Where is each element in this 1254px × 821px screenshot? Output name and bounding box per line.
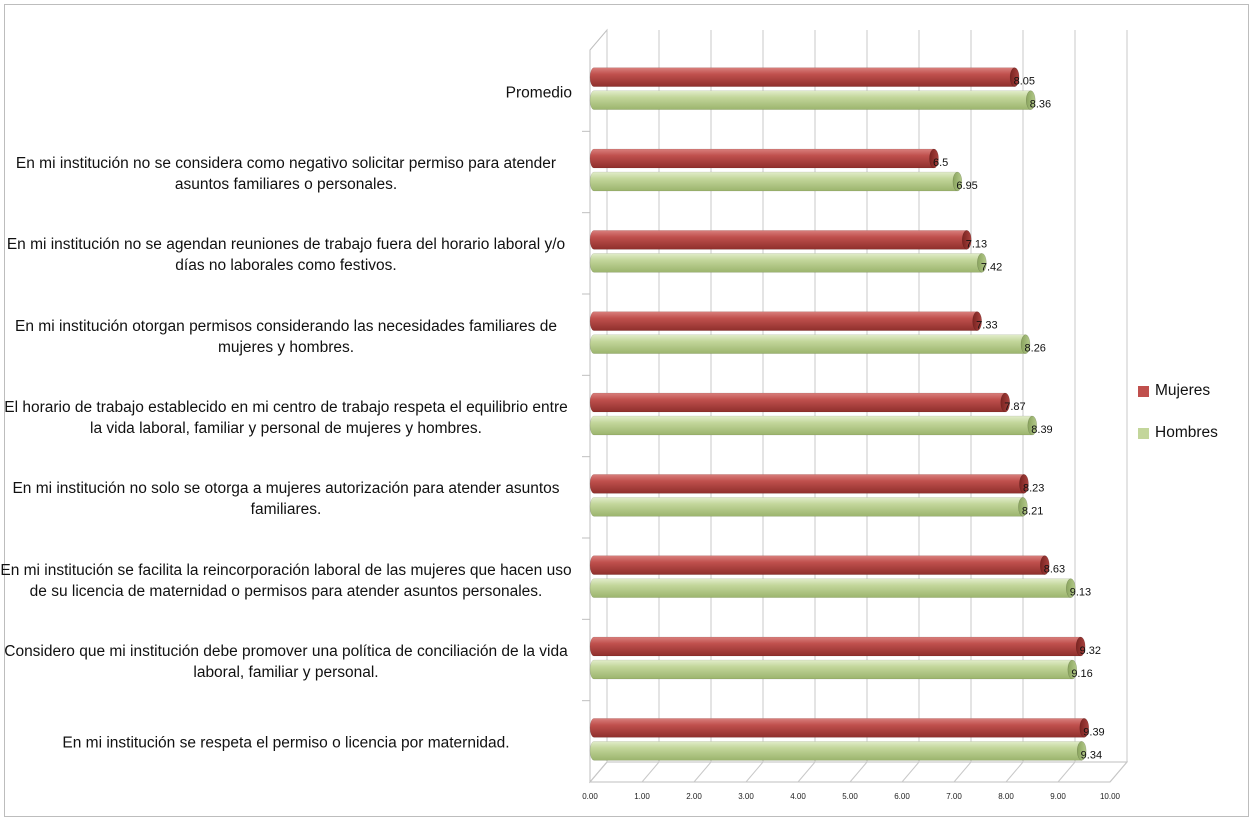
legend-label-hombres: Hombres <box>1155 424 1218 441</box>
legend: Mujeres Hombres <box>1138 380 1218 464</box>
x-tick-label: 8.00 <box>998 792 1014 801</box>
bar-hombres <box>589 578 1072 598</box>
bar-cap-mujeres <box>1040 555 1050 575</box>
category-label: Considero que mi institución debe promov… <box>4 643 568 681</box>
value-label-hombres: 8.36 <box>1030 99 1051 111</box>
bar-hombres <box>589 334 1026 354</box>
bar-layer <box>589 67 1090 761</box>
bar-cap-mujeres <box>929 148 939 169</box>
floor-gridline <box>901 761 920 783</box>
legend-label-mujeres: Mujeres <box>1155 382 1211 399</box>
value-label-mujeres: 8.63 <box>1044 564 1065 576</box>
bar-cap-mujeres <box>1075 636 1086 657</box>
x-tick-label: 2.00 <box>686 792 702 801</box>
value-label-mujeres: 7.33 <box>976 320 997 332</box>
floor-gridline <box>953 761 972 783</box>
x-tick-label: 9.00 <box>1050 792 1066 801</box>
floor-gridline <box>1109 761 1128 783</box>
value-label-mujeres: 8.05 <box>1014 76 1035 88</box>
x-tick-label: 4.00 <box>790 792 806 801</box>
floor-gridline <box>589 761 608 783</box>
x-tick-label: 10.00 <box>1100 792 1121 801</box>
bar-cap-hombres <box>1018 497 1028 517</box>
category-label: En mi institución no se agendan reunione… <box>6 236 566 275</box>
category-label: En mi institución no solo se otorga a mu… <box>12 480 560 519</box>
bar-mujeres <box>589 67 1015 87</box>
value-label-hombres: 6.95 <box>956 180 977 192</box>
bar-cap-hombres <box>1020 334 1031 354</box>
bar-cap-hombres <box>977 253 987 273</box>
value-label-hombres: 8.39 <box>1031 424 1052 436</box>
floor-gridline <box>641 761 660 783</box>
floor-gridline <box>1057 761 1076 783</box>
bar-cap-mujeres <box>1009 67 1020 87</box>
bar-mujeres <box>589 636 1081 657</box>
category-label: Promedio <box>505 84 572 102</box>
text-layer: 0.00 1.00 2.00 3.00 4.00 5.00 6.00 7.00 8.00 9.00… <box>582 76 1120 801</box>
value-label-hombres: 9.34 <box>1081 749 1102 761</box>
floor-gridline <box>1005 761 1024 783</box>
x-tick-label: 5.00 <box>842 792 858 801</box>
value-label-mujeres: 9.32 <box>1080 645 1101 657</box>
bar-cap-hombres <box>1066 578 1076 598</box>
bar-cap-mujeres <box>962 230 972 250</box>
x-tick-label: 3.00 <box>738 792 754 801</box>
bar-cap-hombres <box>1076 741 1087 761</box>
bar-cap-hombres <box>1025 90 1036 110</box>
value-label-hombres: 9.16 <box>1071 668 1092 680</box>
bar-hombres <box>589 741 1082 761</box>
bar-mujeres <box>589 392 1006 413</box>
legend-swatch-mujeres <box>1138 385 1149 397</box>
legend-item-hombres: Hombres <box>1138 422 1218 444</box>
bar-hombres <box>589 171 958 192</box>
bar-hombres <box>589 253 983 273</box>
category-label: En mi institución se respeta el permiso … <box>62 734 510 752</box>
floor-gridline <box>849 761 868 783</box>
x-tick-label: 7.00 <box>946 792 962 801</box>
bar-cap-hombres <box>1067 659 1078 680</box>
bar-hombres <box>589 415 1033 436</box>
floor-gridline <box>693 761 712 783</box>
value-label-hombres: 8.26 <box>1025 343 1046 355</box>
value-label-mujeres: 9.39 <box>1083 726 1104 738</box>
bar-hombres <box>589 497 1024 517</box>
floor-gridline <box>745 761 764 783</box>
legend-item-mujeres: Mujeres <box>1138 380 1218 402</box>
x-tick-label: 1.00 <box>634 792 650 801</box>
bar-mujeres <box>589 311 978 331</box>
bar-cap-hombres <box>1027 415 1038 436</box>
floor-gridline <box>797 761 816 783</box>
value-label-hombres: 7.42 <box>981 261 1002 273</box>
value-label-mujeres: 6.5 <box>933 157 948 169</box>
value-label-hombres: 8.21 <box>1022 505 1043 517</box>
bar-cap-mujeres <box>1079 718 1090 738</box>
bar-hombres <box>589 90 1031 110</box>
bar-mujeres <box>589 718 1085 738</box>
bar-mujeres <box>589 474 1025 494</box>
bar-mujeres <box>589 148 935 169</box>
category-label: En mi institución se facilita la reincor… <box>0 561 572 600</box>
category-label: En mi institución no se considera como n… <box>15 155 557 193</box>
category-label: En mi institución otorgan permisos consi… <box>15 317 557 356</box>
category-label: El horario de trabajo establecido en mi … <box>4 399 568 437</box>
bar-hombres <box>589 659 1073 680</box>
bar-mujeres <box>589 230 968 250</box>
bar-cap-mujeres <box>1019 474 1029 494</box>
value-label-hombres: 9.13 <box>1070 587 1091 599</box>
bar-cap-mujeres <box>972 311 982 331</box>
value-label-mujeres: 7.87 <box>1004 401 1025 413</box>
value-label-mujeres: 7.13 <box>966 238 987 250</box>
bar-cap-mujeres <box>1000 392 1010 413</box>
value-label-mujeres: 8.23 <box>1023 482 1044 494</box>
bar-mujeres <box>589 555 1046 575</box>
x-tick-label: 6.00 <box>894 792 910 801</box>
legend-swatch-hombres <box>1138 427 1149 439</box>
bar-cap-hombres <box>952 171 963 192</box>
x-tick-label: 0.00 <box>582 792 598 801</box>
